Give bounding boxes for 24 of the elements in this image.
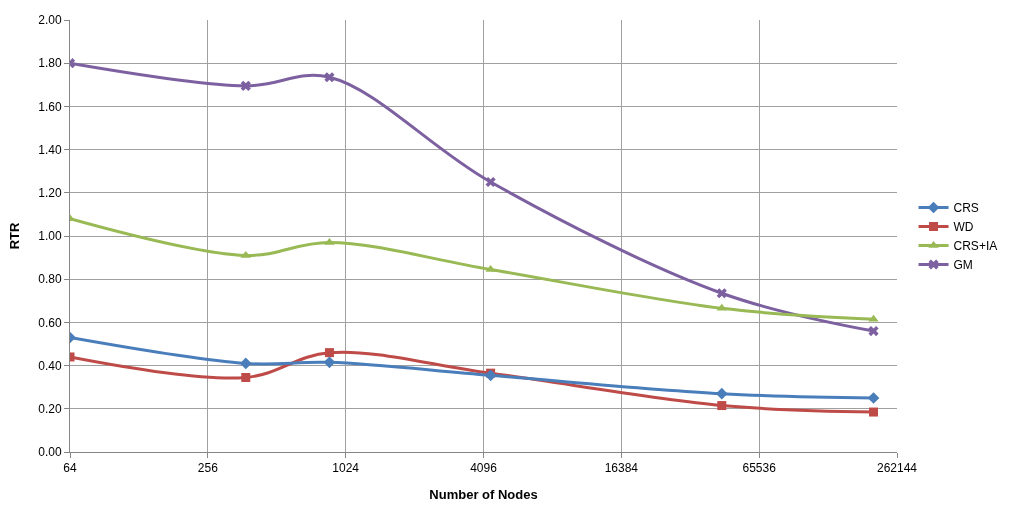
y-tick-label: 1.80 bbox=[38, 56, 62, 71]
x-tick-label: 256 bbox=[197, 461, 219, 476]
y-tick-label: 0.40 bbox=[38, 358, 62, 373]
y-tick-label: 1.20 bbox=[38, 186, 62, 200]
y-tick-label: 1.00 bbox=[38, 229, 62, 244]
y-tick-label: 0.00 bbox=[38, 445, 62, 460]
x-tick-label: 16384 bbox=[604, 461, 639, 476]
y-tick-label: 0.20 bbox=[38, 402, 62, 416]
x-tick-label: 4096 bbox=[470, 461, 498, 476]
legend-label: CRS bbox=[953, 201, 979, 216]
legend-label: WD bbox=[953, 220, 974, 235]
x-tick-label: 262144 bbox=[876, 461, 918, 476]
y-tick-label: 0.80 bbox=[38, 272, 62, 287]
y-tick-label: 2.00 bbox=[38, 13, 62, 28]
y-tick-label: 1.40 bbox=[38, 142, 62, 157]
legend-label: GM bbox=[953, 258, 973, 273]
y-tick-label: 0.60 bbox=[38, 315, 62, 330]
x-tick-label: 65536 bbox=[742, 461, 777, 476]
x-tick-label: 1024 bbox=[332, 461, 360, 476]
legend-label: CRS+IA bbox=[953, 239, 998, 254]
x-axis-title: Number of Nodes bbox=[429, 487, 538, 502]
y-tick-label: 1.60 bbox=[38, 99, 62, 114]
x-tick-label: 64 bbox=[63, 461, 77, 476]
y-axis-title: RTR bbox=[7, 222, 23, 250]
